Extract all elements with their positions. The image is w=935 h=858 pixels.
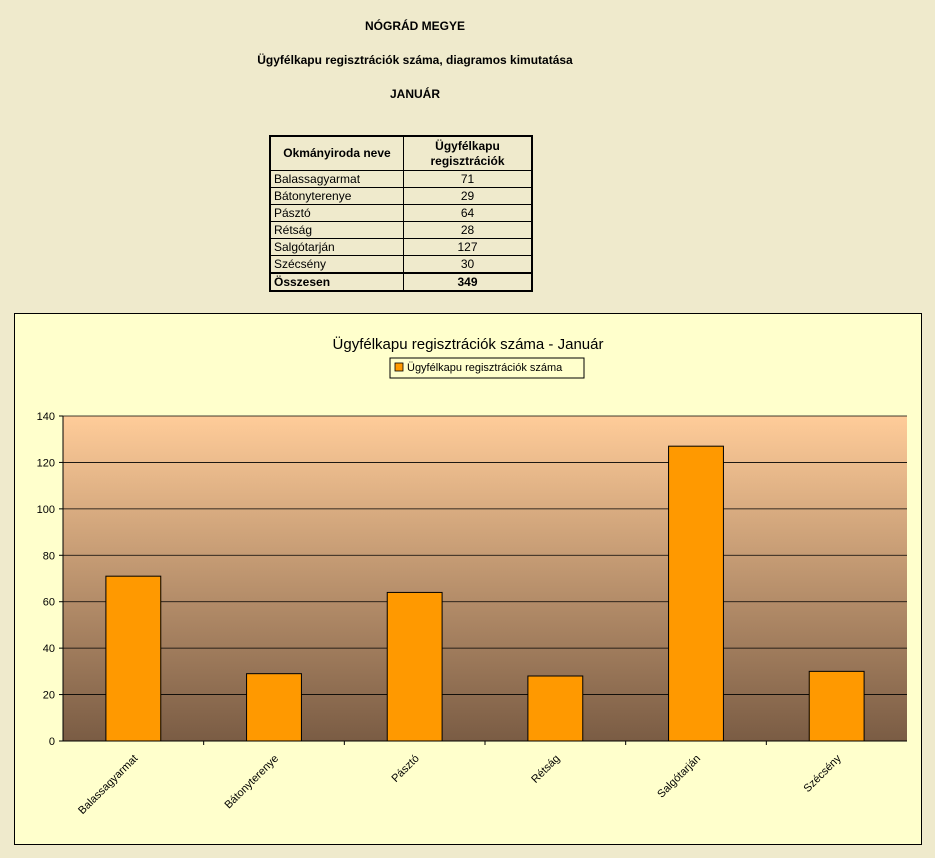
table-row: Rétság 28 (269, 221, 533, 239)
total-row: Összesen 349 (269, 272, 533, 292)
bar-2 (386, 591, 443, 742)
office-value: 29 (403, 187, 533, 205)
report-subtitle: Ügyfélkapu regisztrációk száma, diagramo… (257, 53, 573, 67)
office-name: Salgótarján (269, 238, 404, 256)
y-tick-label: 60 (43, 597, 55, 609)
column-header-office: Okmányiroda neve (269, 135, 404, 171)
table-row: Salgótarján 127 (269, 238, 533, 256)
office-value: 30 (403, 255, 533, 274)
table-row: Bátonyterenye 29 (269, 187, 533, 205)
legend-box (389, 357, 585, 379)
total-value: 349 (403, 272, 533, 292)
column-header-registrations: Ügyfélkapu regisztrációk (403, 135, 533, 171)
y-tick-label: 0 (49, 736, 55, 748)
bar-chart: Ügyfélkapu regisztrációk száma - Január … (37, 335, 907, 817)
legend-swatch (394, 362, 404, 372)
office-value: 71 (403, 170, 533, 188)
bar-0 (105, 575, 162, 742)
y-tick-label: 40 (43, 643, 55, 655)
office-name: Bátonyterenye (269, 187, 404, 205)
x-tick-label: Balassagyarmat (76, 753, 140, 817)
office-value: 28 (403, 221, 533, 239)
table-row: Pásztó 64 (269, 204, 533, 222)
y-tick-label: 20 (43, 690, 55, 702)
legend-label: Ügyfélkapu regisztrációk száma (407, 362, 563, 374)
bar-5 (808, 670, 865, 742)
office-name: Pásztó (269, 204, 404, 222)
y-tick-label: 80 (43, 550, 55, 562)
office-value: 64 (403, 204, 533, 222)
month-title: JANUÁR (389, 87, 440, 101)
x-tick-label: Salgótarján (655, 753, 703, 801)
table-row: Szécsény 30 (269, 255, 533, 274)
chart-area: Ügyfélkapu regisztrációk száma - Január … (14, 313, 922, 845)
y-tick-label: 140 (37, 411, 55, 423)
bar-3 (527, 675, 584, 742)
chart-title: Ügyfélkapu regisztrációk száma - Január (333, 335, 604, 353)
plot-area (63, 416, 907, 741)
registration-table: Okmányiroda neve Ügyfélkapu regisztráció… (269, 135, 533, 292)
x-tick-label: Bátonyterenye (222, 753, 281, 812)
y-tick-label: 120 (37, 457, 55, 469)
x-tick-label: Szécsény (802, 752, 845, 795)
office-value: 127 (403, 238, 533, 256)
table-row: Balassagyarmat 71 (269, 170, 533, 188)
county-title: NÓGRÁD MEGYE (364, 19, 465, 33)
column-header-registrations-text: Ügyfélkapu regisztrációk (430, 138, 505, 168)
total-label: Összesen (269, 272, 404, 292)
x-tick-label: Pásztó (390, 753, 422, 785)
office-name: Balassagyarmat (269, 170, 404, 188)
bar-4 (668, 445, 724, 742)
bar-1 (246, 673, 302, 742)
office-name: Rétság (269, 221, 404, 239)
y-tick-label: 100 (37, 504, 55, 516)
office-name: Szécsény (269, 255, 404, 274)
chart-legend: Ügyfélkapu regisztrációk száma (389, 357, 585, 379)
x-tick-label: Rétság (529, 753, 562, 786)
